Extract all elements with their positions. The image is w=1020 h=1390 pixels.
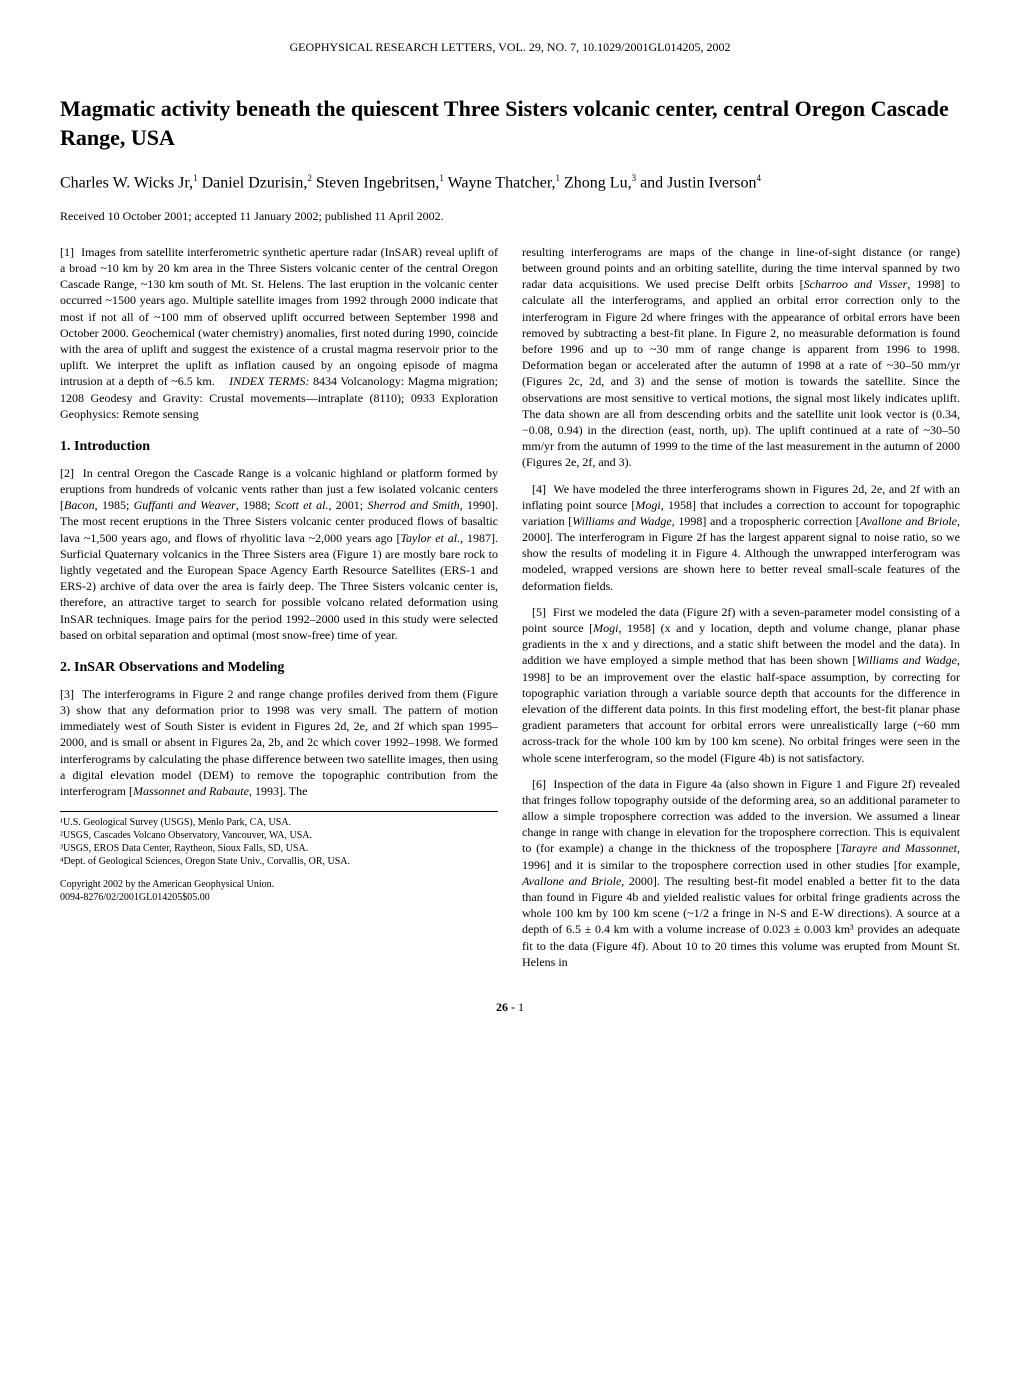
col2-para-2: [4] We have modeled the three interferog… <box>522 481 960 594</box>
journal-header: GEOPHYSICAL RESEARCH LETTERS, VOL. 29, N… <box>60 40 960 55</box>
copyright-line-1: Copyright 2002 by the American Geophysic… <box>60 878 498 891</box>
received-line: Received 10 October 2001; accepted 11 Ja… <box>60 209 960 224</box>
section-1-para-1: [2] In central Oregon the Cascade Range … <box>60 465 498 643</box>
section-2-heading: 2. InSAR Observations and Modeling <box>60 659 498 678</box>
footnote-4: ⁴Dept. of Geological Sciences, Oregon St… <box>60 855 498 868</box>
col2-para-1: resulting interferograms are maps of the… <box>522 244 960 471</box>
section-1-heading: 1. Introduction <box>60 438 498 457</box>
copyright-block: Copyright 2002 by the American Geophysic… <box>60 878 498 904</box>
page-number: 26 - 1 <box>60 1000 960 1015</box>
paper-page: GEOPHYSICAL RESEARCH LETTERS, VOL. 29, N… <box>0 0 1020 1055</box>
abstract-paragraph: [1] Images from satellite interferometri… <box>60 244 498 422</box>
footnote-2: ²USGS, Cascades Volcano Observatory, Van… <box>60 829 498 842</box>
copyright-line-2: 0094-8276/02/2001GL014205$05.00 <box>60 891 498 904</box>
two-column-body: [1] Images from satellite interferometri… <box>60 244 960 980</box>
right-column: resulting interferograms are maps of the… <box>522 244 960 980</box>
left-column: [1] Images from satellite interferometri… <box>60 244 498 980</box>
paper-authors: Charles W. Wicks Jr,1 Daniel Dzurisin,2 … <box>60 172 960 195</box>
affiliation-footnotes: ¹U.S. Geological Survey (USGS), Menlo Pa… <box>60 811 498 868</box>
paper-title: Magmatic activity beneath the quiescent … <box>60 95 960 152</box>
section-2-para-1: [3] The interferograms in Figure 2 and r… <box>60 686 498 799</box>
footnote-3: ³USGS, EROS Data Center, Raytheon, Sioux… <box>60 842 498 855</box>
footnote-1: ¹U.S. Geological Survey (USGS), Menlo Pa… <box>60 816 498 829</box>
col2-para-3: [5] First we modeled the data (Figure 2f… <box>522 604 960 766</box>
col2-para-4: [6] Inspection of the data in Figure 4a … <box>522 776 960 970</box>
